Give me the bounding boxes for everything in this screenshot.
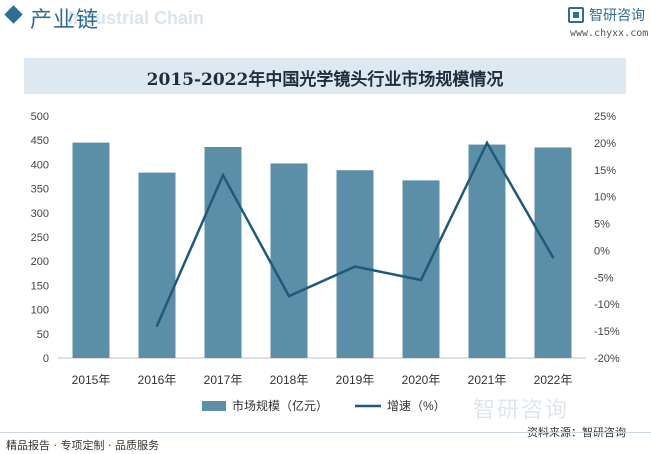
- bar: [139, 173, 176, 358]
- left-axis-tick-label: 150: [31, 280, 49, 292]
- right-axis-tick-label: 25%: [594, 111, 616, 123]
- watermark-brand: 智研咨询: [473, 392, 569, 424]
- legend-bar-label: 市场规模（亿元）: [232, 398, 328, 413]
- right-axis-tick-label: 15%: [594, 165, 616, 177]
- left-axis-tick-label: 500: [31, 111, 49, 123]
- growth-rate-point: [486, 142, 488, 144]
- x-axis-tick-label: 2021年: [468, 373, 507, 387]
- left-axis-tick-label: 400: [31, 159, 49, 171]
- right-axis-tick-label: 20%: [594, 138, 616, 150]
- bar: [73, 143, 110, 358]
- left-axis-tick-label: 350: [31, 184, 49, 196]
- chart-canvas: 0 50 100 150 200 250 300 350 400 450 500 -20% -15% -1…: [0, 0, 651, 454]
- x-axis-tick-label: 2019年: [336, 373, 375, 387]
- right-axis-tick-label: -10%: [594, 299, 620, 311]
- right-axis-tick-label: 10%: [594, 192, 616, 204]
- left-axis-tick-label: 200: [31, 256, 49, 268]
- growth-rate-point: [552, 256, 554, 258]
- right-axis-tick-label: -5%: [594, 272, 614, 284]
- right-axis-tick-label: -15%: [594, 326, 620, 338]
- left-axis-tick-label: 300: [31, 208, 49, 220]
- growth-rate-point: [156, 325, 158, 327]
- bar: [271, 163, 308, 358]
- x-axis-tick-label: 2018年: [270, 373, 309, 387]
- left-axis-tick-label: 100: [31, 305, 49, 317]
- footer-divider: [0, 432, 651, 433]
- x-axis-tick-label: 2020年: [402, 373, 441, 387]
- footer-tagline: 精品报告 · 专项定制 · 品质服务: [6, 437, 159, 453]
- left-axis-tick-label: 250: [31, 232, 49, 244]
- growth-rate-point: [420, 279, 422, 281]
- right-axis-tick-label: 5%: [594, 219, 610, 231]
- right-axis-tick-label: 0%: [594, 245, 610, 257]
- bar: [337, 170, 374, 358]
- x-axis-tick-label: 2022年: [534, 373, 573, 387]
- right-axis-tick-label: -20%: [594, 353, 620, 365]
- legend-bar-swatch: [202, 401, 226, 411]
- growth-rate-point: [222, 174, 224, 176]
- left-axis-tick-label: 0: [43, 353, 49, 365]
- left-axis-tick-label: 50: [37, 329, 49, 341]
- x-axis-tick-label: 2015年: [72, 373, 111, 387]
- bar: [403, 180, 440, 358]
- bar: [535, 147, 572, 358]
- x-axis-tick-label: 2017年: [204, 373, 243, 387]
- growth-rate-point: [354, 265, 356, 267]
- legend-line-label: 增速（%）: [387, 399, 446, 413]
- bar: [205, 147, 242, 358]
- left-axis-tick-label: 450: [31, 135, 49, 147]
- x-axis-tick-label: 2016年: [138, 373, 177, 387]
- bar: [469, 145, 506, 358]
- growth-rate-point: [288, 295, 290, 297]
